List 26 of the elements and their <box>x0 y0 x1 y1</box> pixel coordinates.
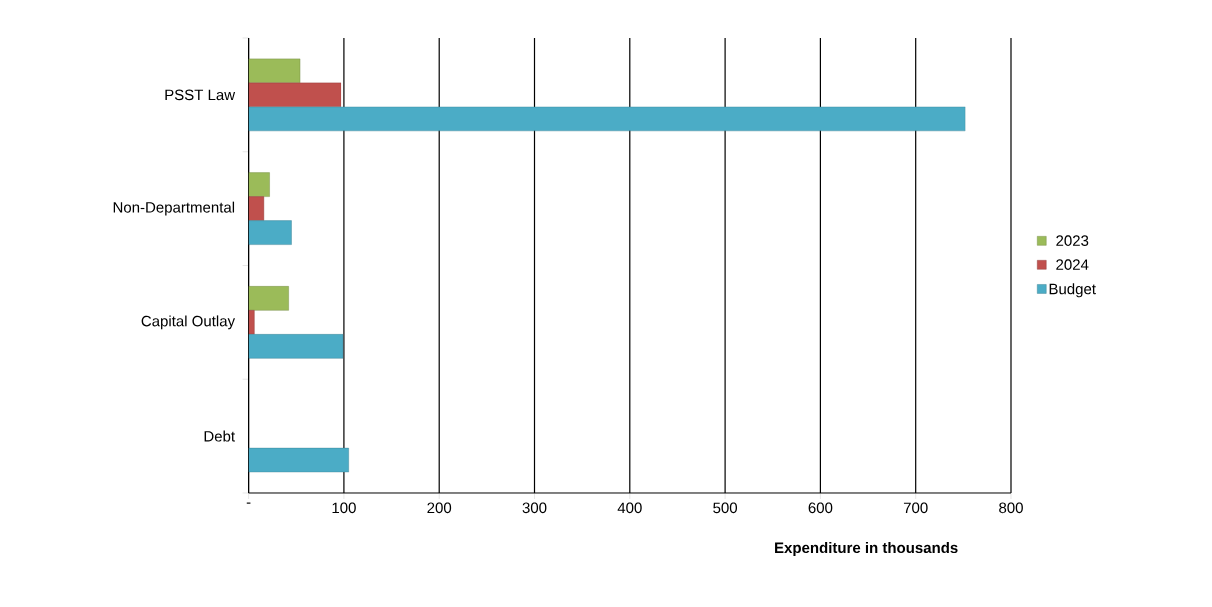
bar <box>248 172 270 197</box>
bar <box>248 447 349 473</box>
x-tick-label: 700 <box>903 502 928 514</box>
legend-label: Budget <box>1049 283 1096 298</box>
x-axis-title: Expenditure in thousands <box>775 542 958 556</box>
bar <box>248 334 344 359</box>
bar <box>248 196 265 221</box>
bar <box>248 310 255 335</box>
y-tick-label: Debt <box>204 430 235 442</box>
x-tick-label: - <box>246 502 251 504</box>
bar <box>248 220 292 245</box>
bar <box>248 106 966 132</box>
x-tick-label: 400 <box>617 502 642 514</box>
x-tick-label: 100 <box>332 502 356 514</box>
legend-label: 2023 <box>1056 235 1089 246</box>
x-tick-label: 800 <box>999 502 1023 514</box>
x-tick-label: 200 <box>427 502 452 514</box>
legend-label: 2024 <box>1056 259 1089 270</box>
y-tick-label: Non-Departmental <box>113 201 235 216</box>
bar <box>248 286 289 311</box>
y-tick-label: PSST Law <box>165 89 236 101</box>
x-tick-label: 500 <box>713 502 738 514</box>
bar <box>248 82 342 108</box>
x-tick-label: 300 <box>522 502 547 514</box>
x-tick-label: 600 <box>808 502 833 514</box>
y-tick-label: Capital Outlay <box>141 315 236 330</box>
